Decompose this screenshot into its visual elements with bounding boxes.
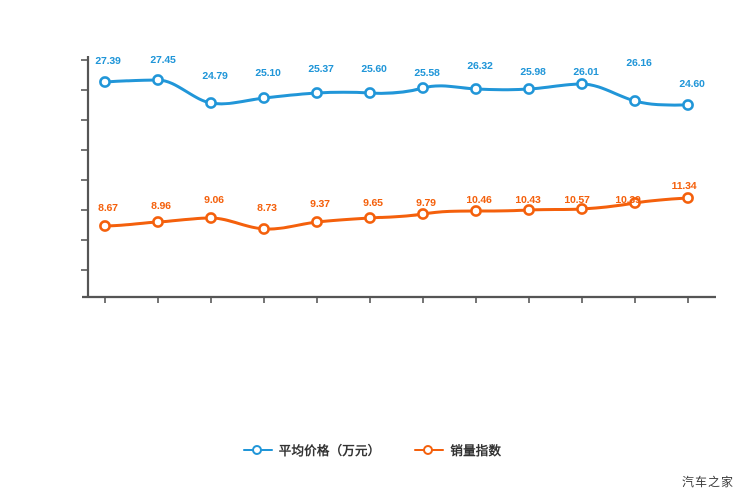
data-label-sales: 9.79	[416, 197, 436, 209]
series-markers-price	[99, 74, 694, 111]
legend-item-price[interactable]: 平均价格（万元）	[242, 440, 381, 459]
data-label-price: 27.45	[150, 54, 176, 66]
data-label-sales: 8.67	[98, 202, 118, 214]
data-label-price: 27.39	[95, 55, 121, 67]
legend-item-sales[interactable]: 销量指数	[414, 440, 501, 459]
data-label-sales: 8.96	[151, 200, 171, 212]
data-label-price: 24.79	[202, 70, 228, 82]
watermark: 汽车之家	[681, 475, 734, 489]
data-label-sales: 9.65	[363, 197, 383, 209]
data-label-price: 26.32	[467, 60, 493, 72]
legend-marker-circle-icon	[242, 443, 273, 457]
data-label-sales: 9.06	[204, 194, 224, 206]
series-line-price	[103, 78, 690, 107]
chart-legend: 平均价格（万元） 销量指数	[0, 440, 744, 459]
data-label-price: 24.60	[679, 78, 705, 90]
x-axis-ticks	[104, 297, 689, 303]
legend-marker-circle-icon	[414, 443, 445, 457]
data-label-sales: 10.57	[564, 194, 590, 206]
data-label-sales: 11.34	[671, 180, 697, 192]
series-line-sales	[103, 196, 690, 231]
data-label-price: 25.37	[308, 63, 334, 75]
series-markers-sales	[99, 192, 694, 235]
data-label-price: 26.01	[573, 66, 599, 78]
data-label-price: 26.16	[626, 57, 652, 69]
data-label-sales: 10.43	[515, 194, 541, 206]
data-label-sales: 9.37	[310, 198, 330, 210]
legend-label-price: 平均价格（万元）	[278, 444, 381, 458]
data-label-price: 25.60	[361, 63, 387, 75]
data-label-sales: 10.39	[615, 194, 641, 206]
y-axis-ticks	[81, 59, 88, 271]
data-label-price: 25.10	[255, 67, 281, 79]
data-label-sales: 8.73	[257, 202, 277, 214]
data-label-sales: 10.46	[466, 194, 492, 206]
data-label-price: 25.98	[520, 66, 546, 78]
data-label-price: 25.58	[414, 67, 440, 79]
legend-label-sales: 销量指数	[450, 444, 502, 458]
